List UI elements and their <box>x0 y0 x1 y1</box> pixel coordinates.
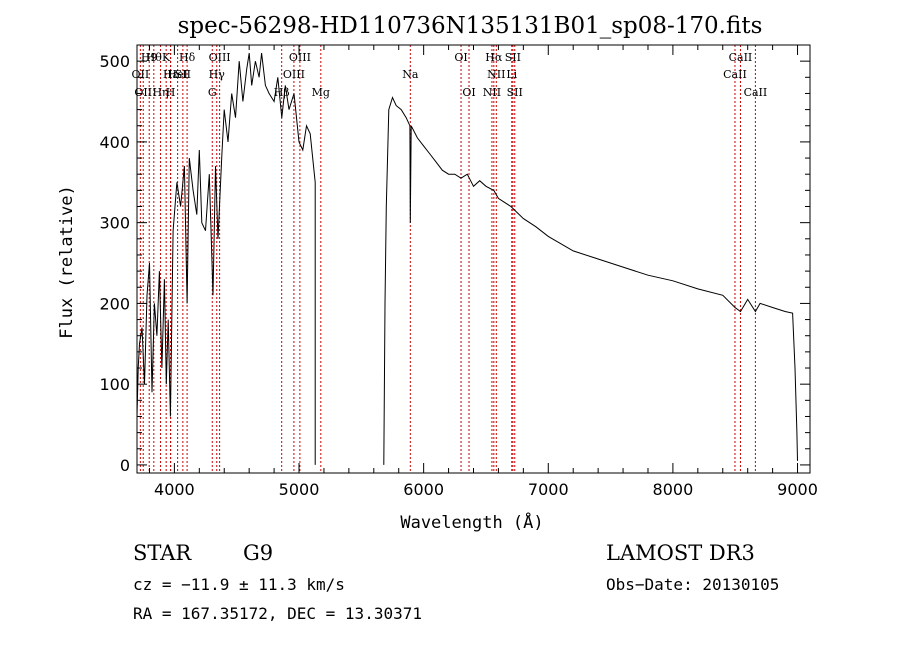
observation-date: Obs−Date: 20130105 <box>606 575 780 594</box>
x-tick-label-5: 9000 <box>777 480 818 499</box>
spectral-line-markers <box>139 45 756 473</box>
spectral-line-label-1: OII <box>134 86 152 99</box>
spectral-line-label-16: OIII <box>289 51 311 64</box>
sky-coordinates: RA = 167.35172, DEC = 13.30371 <box>133 604 422 623</box>
spectral-line-label-5: K <box>162 51 171 64</box>
spectral-line-label-24: Li <box>506 68 517 81</box>
spectral-line-label-12: Hγ <box>209 68 226 81</box>
spectral-line-label-27: CaII <box>723 68 747 81</box>
spectral-line-label-20: OI <box>462 86 475 99</box>
spectral-line-label-17: Mg <box>312 86 330 99</box>
spectral-line-label-18: Na <box>402 68 419 81</box>
spectral-line-label-2: H9 <box>141 51 158 64</box>
spectral-line-label-28: CaII <box>729 51 753 64</box>
plot-frame <box>136 44 811 474</box>
series-line-flux <box>136 53 798 465</box>
spectral-line-label-10: Hδ <box>179 51 196 64</box>
y-tick-label-4: 400 <box>99 133 130 152</box>
spectral-line-label-7: Hε <box>163 68 179 81</box>
x-tick-label-2: 6000 <box>403 480 444 499</box>
spectral-line-label-6: H <box>166 86 176 99</box>
spectral-line-label-23: NII <box>487 68 505 81</box>
x-axis-label: Wavelength (Å) <box>400 511 543 533</box>
y-tick-label-2: 200 <box>99 294 130 313</box>
spectral-line-label-14: Hβ <box>274 86 290 99</box>
spectral-line-label-3: Hθ <box>146 51 163 64</box>
line-labels: OIIOIIH9HθHηKHHεHeISIIHδGHγOIIIHβOIIIOII… <box>132 51 768 99</box>
x-tick-label-1: 5000 <box>279 480 320 499</box>
x-tick-label-3: 7000 <box>528 480 569 499</box>
spectral-line-label-15: OIII <box>283 68 305 81</box>
spectral-line-label-8: HeI <box>167 68 187 81</box>
spectral-line-label-25: SII <box>505 51 521 64</box>
spectral-line-label-13: OIII <box>209 51 231 64</box>
series-group <box>136 53 798 465</box>
spectral-line-label-22: Hα <box>485 51 503 64</box>
spectral-line-label-11: G <box>208 86 217 99</box>
redshift-velocity: cz = −11.9 ± 11.3 km/s <box>133 575 345 594</box>
spectral-line-label-19: OI <box>454 51 467 64</box>
x-tick-label-4: 8000 <box>653 480 694 499</box>
y-tick-label-5: 500 <box>99 52 130 71</box>
spectral-line-label-26: SII <box>507 86 523 99</box>
y-axis-label: Flux (relative) <box>57 185 77 339</box>
y-tick-label-1: 100 <box>99 375 130 394</box>
x-tick-label-0: 4000 <box>154 480 195 499</box>
axes: 4000 5000 6000 7000 8000 9000 0 100 200 300 400 500 <box>99 44 818 499</box>
survey-name: LAMOST DR3 <box>606 541 755 565</box>
object-class: STAR <box>133 541 192 565</box>
y-tick-label-3: 300 <box>99 214 130 233</box>
object-subclass: G9 <box>243 541 274 565</box>
spectral-line-label-0: OII <box>132 68 150 81</box>
y-tick-label-0: 0 <box>120 456 130 475</box>
spectral-line-label-21: NII <box>483 86 501 99</box>
spectral-line-label-29: CaII <box>744 86 768 99</box>
spectral-line-label-9: SII <box>175 68 191 81</box>
chart-title: spec-56298-HD110736N135131B01_sp08-170.f… <box>178 13 763 39</box>
spectral-line-label-4: Hη <box>152 86 168 99</box>
